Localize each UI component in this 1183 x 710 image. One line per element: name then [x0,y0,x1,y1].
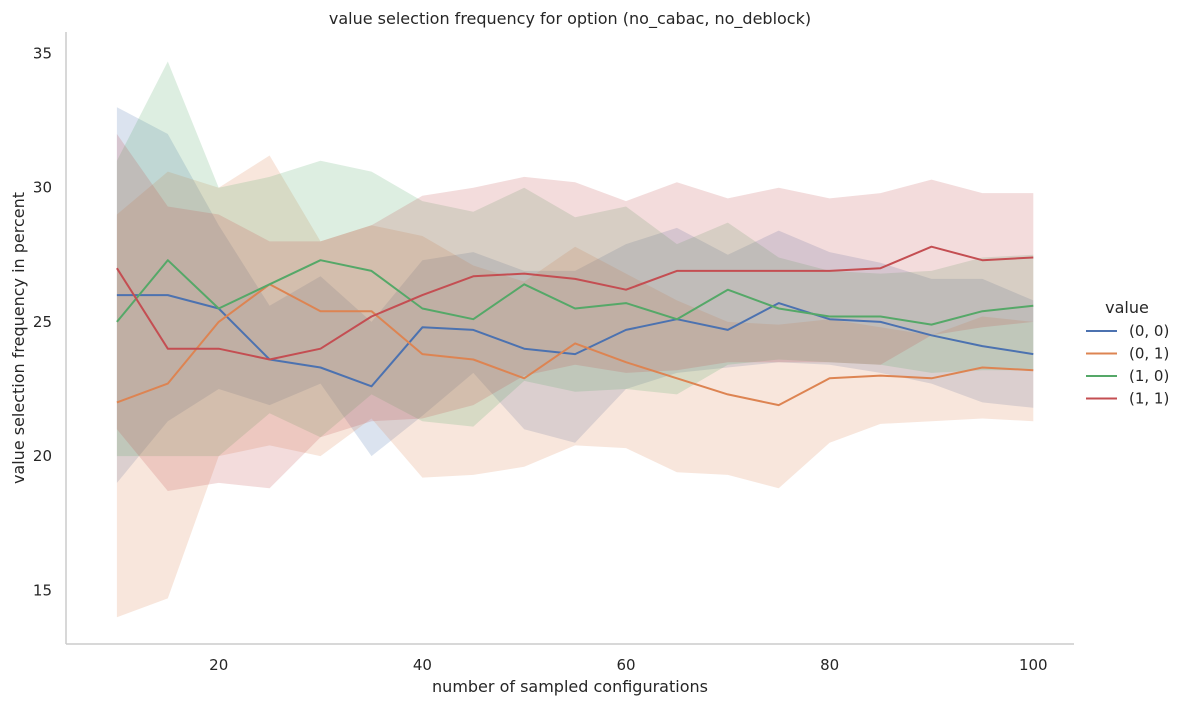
chart-title: value selection frequency for option (no… [329,9,811,29]
y-tick-label: 15 [33,581,52,599]
x-tick-label: 100 [1019,656,1048,674]
y-axis-label: value selection frequency in percent [9,192,28,484]
series-line-4 [116,245,1034,361]
series-lines [116,245,1034,407]
x-tick-label: 40 [413,656,432,674]
x-tick-label: 60 [616,656,635,674]
x-tick-label: 20 [209,656,228,674]
legend-label-1: (0, 0) [1129,322,1169,340]
legend-label-4: (1, 1) [1129,390,1169,408]
confidence-band-2 [116,155,1034,618]
x-tick-label: 80 [820,656,839,674]
legend-label-2: (0, 1) [1129,345,1169,363]
confidence-band-3 [116,61,1034,457]
y-tick-label: 20 [33,447,52,465]
legend-title: value [1105,298,1149,317]
y-tick-label: 25 [33,313,52,331]
series-line-3 [116,259,1034,326]
x-axis-label: number of sampled configurations [432,677,708,696]
y-tick-label: 35 [33,44,52,62]
confidence-bands [116,61,1034,618]
legend-label-3: (1, 0) [1129,367,1169,385]
confidence-band-1 [116,107,1034,483]
axes: 20 40 60 80 100 15 20 25 30 35 [33,32,1074,674]
y-tick-label: 30 [33,179,52,197]
confidence-band-4 [116,134,1034,491]
legend: value (0, 0) (0, 1) (1, 0) (1, 1) [1086,298,1169,408]
